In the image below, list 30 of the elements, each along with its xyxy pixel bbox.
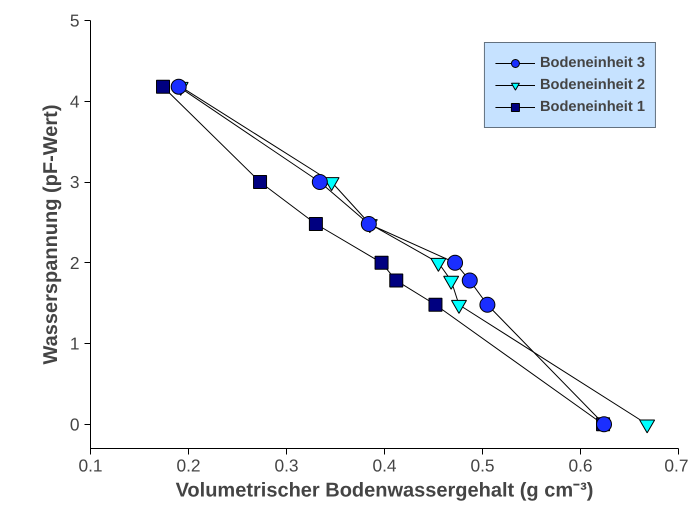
y-tick-label: 3: [70, 172, 80, 192]
point: [428, 298, 442, 312]
point: [447, 254, 464, 271]
point: [374, 256, 389, 270]
legend-label: Bodeneinheit 3: [540, 55, 645, 71]
legend-label: Bodeneinheit 1: [540, 99, 645, 115]
y-axis-title: Wasserspannung (pF-Wert): [40, 104, 62, 365]
point: [253, 175, 268, 190]
y-tick-label: 4: [70, 91, 80, 112]
y-tick-label: 2: [70, 252, 80, 273]
x-tick-label: 0.1: [78, 456, 103, 476]
point: [156, 80, 170, 94]
x-tick-label: 0.6: [568, 456, 593, 476]
x-tick-label: 0.3: [274, 456, 299, 476]
point: [479, 296, 496, 313]
point: [360, 216, 377, 232]
x-axis-title: Volumetrischer Bodenwassergehalt (g cm⁻³): [176, 480, 594, 502]
y-tick-label: 0: [70, 414, 80, 434]
legend-label: Bodeneinheit 2: [540, 77, 645, 93]
y-tick-label: 5: [70, 10, 80, 30]
point: [312, 174, 328, 190]
x-tick-label: 0.5: [470, 456, 495, 476]
point: [462, 272, 478, 289]
point: [170, 78, 187, 95]
x-tick-label: 0.4: [372, 456, 397, 476]
y-tick-label: 1: [70, 334, 80, 354]
x-tick-label: 0.2: [176, 456, 201, 476]
point: [308, 217, 323, 231]
point: [389, 274, 404, 288]
x-tick-label: 0.7: [664, 456, 688, 476]
